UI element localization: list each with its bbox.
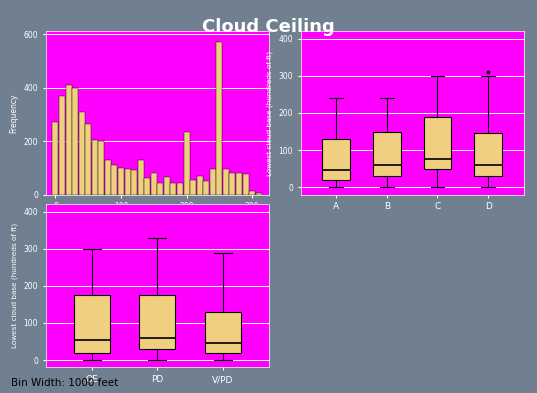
Bar: [66, 85, 71, 195]
Bar: [85, 124, 91, 195]
Text: Cloud Ceiling: Cloud Ceiling: [202, 18, 335, 36]
Bar: [164, 177, 170, 195]
Bar: [157, 182, 163, 195]
Bar: [92, 140, 98, 195]
Y-axis label: Frequency: Frequency: [9, 93, 18, 133]
Bar: [118, 168, 124, 195]
X-axis label: Lowest cloud base (hundreds of ft): Lowest cloud base (hundreds of ft): [96, 217, 218, 223]
Bar: [256, 193, 262, 195]
Y-axis label: Lowest cloud base (hundreds of ft): Lowest cloud base (hundreds of ft): [11, 223, 18, 349]
Text: Bin Width: 1000 feet: Bin Width: 1000 feet: [11, 378, 118, 388]
Bar: [144, 178, 150, 195]
Bar: [184, 132, 190, 195]
PathPatch shape: [139, 295, 175, 349]
Bar: [170, 182, 177, 195]
Bar: [131, 171, 137, 195]
Bar: [98, 141, 104, 195]
PathPatch shape: [373, 132, 401, 176]
Bar: [177, 182, 183, 195]
PathPatch shape: [424, 117, 452, 169]
Bar: [53, 122, 59, 195]
Bar: [203, 181, 209, 195]
Bar: [125, 169, 130, 195]
Bar: [210, 169, 216, 195]
PathPatch shape: [322, 139, 350, 180]
Bar: [223, 169, 229, 195]
Bar: [151, 173, 157, 195]
Bar: [236, 173, 242, 195]
Y-axis label: Lowest cloud base (hundreds of ft): Lowest cloud base (hundreds of ft): [266, 50, 273, 176]
Bar: [105, 160, 111, 195]
Bar: [197, 176, 202, 195]
PathPatch shape: [74, 295, 110, 353]
Bar: [112, 165, 118, 195]
Bar: [59, 95, 65, 195]
Bar: [229, 173, 235, 195]
Bar: [79, 112, 85, 195]
Bar: [243, 174, 249, 195]
Bar: [249, 191, 255, 195]
Bar: [216, 42, 222, 195]
Bar: [137, 160, 144, 195]
Bar: [190, 180, 196, 195]
Bar: [72, 88, 78, 195]
PathPatch shape: [205, 312, 241, 353]
PathPatch shape: [474, 133, 502, 176]
